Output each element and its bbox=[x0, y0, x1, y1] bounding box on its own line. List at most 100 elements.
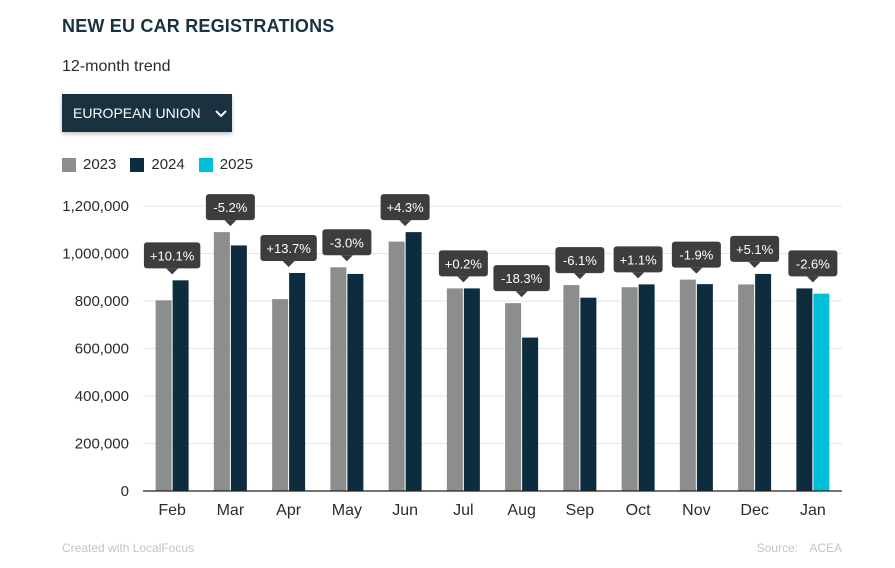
source-label: Source: bbox=[756, 541, 798, 555]
change-label-box bbox=[555, 247, 605, 274]
bar-2024-feb[interactable] bbox=[172, 280, 189, 491]
change-label-text: -2.6% bbox=[796, 256, 830, 271]
legend-swatch-2025 bbox=[198, 157, 213, 172]
bar-2024-mar[interactable] bbox=[230, 245, 247, 491]
change-label: -1.9% bbox=[671, 241, 721, 274]
x-tick-label: Jul bbox=[453, 502, 473, 519]
change-label-box bbox=[322, 229, 372, 256]
change-label-pointer bbox=[748, 261, 761, 268]
region-dropdown-label: EUROPEAN UNION bbox=[73, 105, 201, 121]
x-tick-label: May bbox=[332, 502, 362, 519]
chart-legend: 2023 2024 2025 bbox=[62, 156, 253, 173]
bar-2023-sep[interactable] bbox=[563, 285, 580, 491]
change-label-box bbox=[788, 250, 838, 277]
bar-2024-sep[interactable] bbox=[580, 297, 597, 491]
change-label: -6.1% bbox=[555, 247, 605, 280]
bar-chart: 0 200,000 400,000 600,000 800,000 1,000,000 1,… bbox=[62, 194, 842, 519]
chevron-down-icon bbox=[214, 105, 227, 121]
bar-2024-apr[interactable] bbox=[289, 272, 306, 491]
change-label-pointer bbox=[515, 291, 528, 298]
bar-2024-dec[interactable] bbox=[755, 273, 772, 491]
bar-2024-aug[interactable] bbox=[522, 337, 539, 491]
change-label-pointer bbox=[166, 268, 179, 275]
footer-source: Source: ACEA bbox=[757, 541, 842, 555]
change-label-box bbox=[671, 241, 721, 268]
bar-2023-jul[interactable] bbox=[446, 288, 463, 491]
change-label: -3.0% bbox=[322, 229, 372, 262]
change-label: +13.7% bbox=[260, 234, 317, 267]
change-label-box bbox=[493, 265, 550, 292]
x-tick-label: Feb bbox=[158, 502, 186, 519]
change-label-box bbox=[143, 242, 201, 269]
change-label-box bbox=[380, 194, 430, 221]
change-label-pointer bbox=[282, 260, 295, 267]
change-label: -18.3% bbox=[493, 265, 550, 298]
change-label-text: +13.7% bbox=[266, 241, 311, 256]
bar-2024-jul[interactable] bbox=[463, 288, 480, 491]
change-label-text: -5.2% bbox=[213, 200, 247, 215]
change-label: +4.3% bbox=[380, 194, 430, 227]
change-label-pointer bbox=[457, 276, 470, 283]
change-label-text: -18.3% bbox=[501, 271, 543, 286]
y-tick-label: 400,000 bbox=[75, 388, 129, 405]
change-label-text: +1.1% bbox=[620, 252, 658, 267]
legend-label-2025: 2025 bbox=[219, 156, 254, 173]
x-tick-label: Apr bbox=[276, 502, 302, 519]
change-label-box bbox=[613, 246, 663, 273]
bar-2023-aug[interactable] bbox=[505, 303, 522, 491]
change-label: -2.6% bbox=[788, 250, 838, 283]
change-label-text: -1.9% bbox=[679, 248, 713, 263]
bar-2023-mar[interactable] bbox=[213, 232, 230, 491]
bar-2024-may[interactable] bbox=[347, 273, 364, 491]
x-tick-label: Jan bbox=[800, 502, 826, 519]
region-dropdown[interactable]: EUROPEAN UNION bbox=[62, 94, 232, 132]
change-label: +1.1% bbox=[613, 246, 663, 279]
legend-item-2023[interactable]: 2023 bbox=[62, 156, 116, 173]
change-label-box bbox=[438, 250, 488, 277]
change-label-text: +10.1% bbox=[150, 248, 195, 263]
bar-2023-jun[interactable] bbox=[388, 241, 405, 491]
change-label-box bbox=[730, 235, 780, 262]
change-label-box bbox=[260, 234, 317, 261]
bar-2023-oct[interactable] bbox=[621, 287, 638, 491]
change-label-pointer bbox=[340, 255, 353, 262]
change-label-pointer bbox=[224, 220, 237, 227]
legend-swatch-2024 bbox=[130, 157, 145, 172]
change-label: +10.1% bbox=[143, 242, 201, 275]
bar-2024-jun[interactable] bbox=[405, 232, 422, 491]
change-label-pointer bbox=[399, 220, 412, 227]
change-label-text: +0.2% bbox=[445, 256, 483, 271]
x-tick-label: Aug bbox=[507, 502, 535, 519]
bar-2023-dec[interactable] bbox=[738, 284, 755, 491]
y-tick-label: 600,000 bbox=[75, 341, 129, 358]
bar-2023-may[interactable] bbox=[330, 267, 347, 491]
y-tick-label: 0 bbox=[121, 483, 129, 500]
change-label-text: -3.0% bbox=[330, 235, 364, 250]
bar-2025-jan[interactable] bbox=[813, 293, 830, 491]
legend-item-2024[interactable]: 2024 bbox=[130, 156, 185, 173]
x-tick-label: Jun bbox=[392, 502, 418, 519]
legend-item-2025[interactable]: 2025 bbox=[198, 156, 254, 173]
bar-2023-nov[interactable] bbox=[679, 279, 696, 491]
footer-credit[interactable]: Created with LocalFocus bbox=[62, 541, 195, 555]
chart-subtitle: 12-month trend bbox=[62, 58, 171, 75]
x-tick-label: Dec bbox=[740, 502, 768, 519]
change-label-text: +4.3% bbox=[387, 200, 425, 215]
bar-2024-oct[interactable] bbox=[638, 284, 655, 491]
y-tick-label: 800,000 bbox=[75, 293, 129, 310]
chart-title: NEW EU CAR REGISTRATIONS bbox=[62, 16, 335, 36]
change-label-pointer bbox=[632, 272, 645, 279]
bar-2024-nov[interactable] bbox=[696, 284, 713, 491]
change-label: -5.2% bbox=[205, 194, 255, 227]
change-label-text: -6.1% bbox=[563, 253, 597, 268]
change-label-text: +5.1% bbox=[736, 242, 774, 257]
y-tick-label: 200,000 bbox=[75, 436, 129, 453]
change-label: +0.2% bbox=[438, 250, 488, 283]
bar-2023-apr[interactable] bbox=[272, 299, 289, 491]
legend-swatch-2023 bbox=[62, 157, 76, 172]
bar-2024-jan[interactable] bbox=[796, 288, 813, 491]
bar-2023-feb[interactable] bbox=[155, 300, 172, 491]
change-label-pointer bbox=[573, 273, 586, 280]
x-tick-label: Sep bbox=[566, 502, 595, 519]
source-value[interactable]: ACEA bbox=[809, 541, 842, 555]
